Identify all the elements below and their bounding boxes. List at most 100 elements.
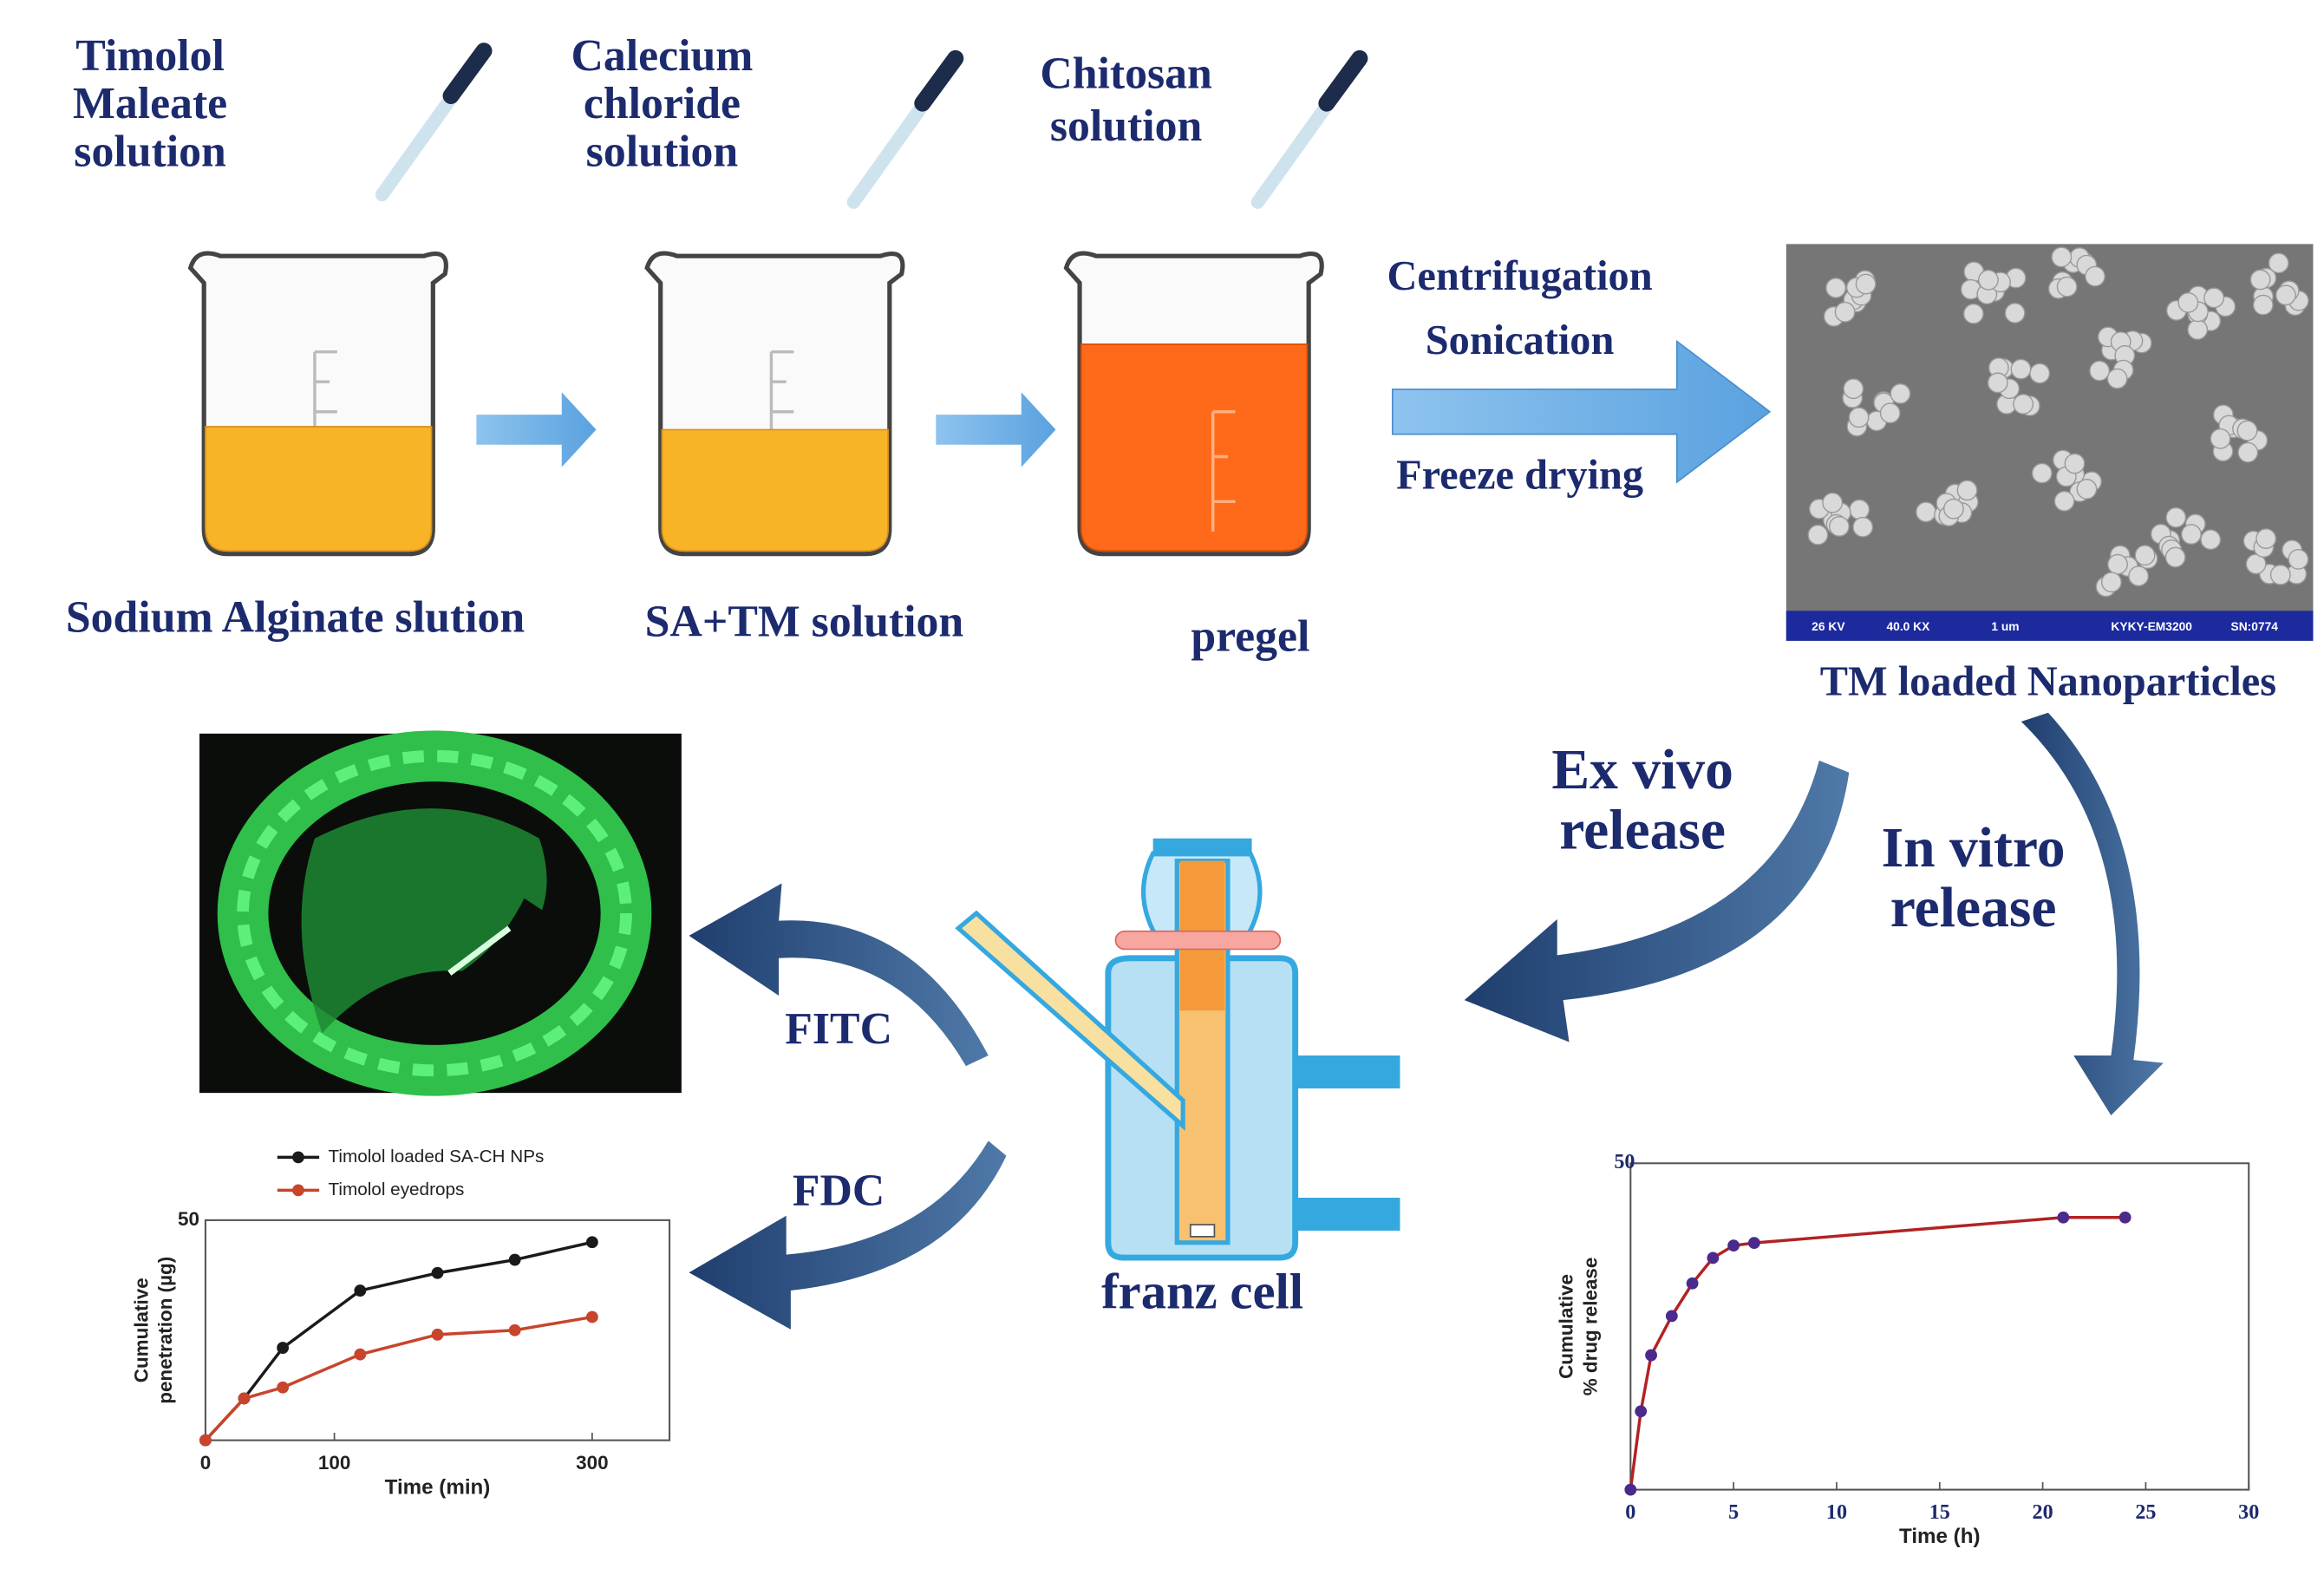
- reagent-label: chloride: [584, 79, 741, 128]
- particle: [2269, 564, 2291, 585]
- method-label: FITC: [785, 1004, 892, 1054]
- reagent-label: Timolol: [75, 31, 225, 81]
- beaker: [647, 253, 903, 554]
- x-tick-label: 10: [1826, 1500, 1847, 1524]
- reagent-label: solution: [1050, 101, 1203, 151]
- particle: [1956, 480, 1978, 501]
- particle: [2236, 420, 2258, 441]
- data-point: [354, 1284, 367, 1297]
- particle: [1962, 303, 1984, 324]
- data-point: [238, 1392, 251, 1405]
- particle: [2004, 303, 2026, 323]
- series-line: [1629, 1216, 2125, 1490]
- series-line: [204, 1315, 593, 1441]
- particle: [2029, 363, 2051, 384]
- particle: [2177, 291, 2199, 313]
- data-point: [1624, 1483, 1637, 1496]
- release-label: Ex vivo: [1551, 739, 1733, 801]
- particle: [2051, 246, 2073, 268]
- particle: [1978, 269, 1999, 291]
- particle: [2210, 428, 2231, 449]
- particle: [2134, 545, 2156, 566]
- data-point: [2057, 1211, 2070, 1224]
- process-label: Sonication: [1426, 317, 1615, 363]
- process-label: Centrifugation: [1387, 253, 1653, 299]
- x-tick-label: 20: [2033, 1500, 2053, 1524]
- particle: [2085, 265, 2105, 287]
- particle: [2237, 441, 2259, 463]
- curved-arrow: [689, 883, 989, 1067]
- y-tick-label: 50: [178, 1208, 199, 1230]
- particle: [2056, 276, 2078, 297]
- release-label: In vitro: [1882, 817, 2066, 879]
- fluorescence-image: [199, 730, 682, 1096]
- method-label: FDC: [793, 1166, 885, 1215]
- series-line: [204, 1240, 593, 1441]
- particle: [1848, 407, 1870, 428]
- data-point: [431, 1266, 444, 1279]
- particle: [2010, 358, 2032, 380]
- data-point: [508, 1253, 521, 1266]
- dropper: [853, 58, 955, 202]
- particle: [2164, 546, 2186, 568]
- beaker: [1067, 253, 1322, 554]
- particle: [1987, 372, 2008, 394]
- particle: [1943, 498, 1964, 520]
- data-point: [1747, 1237, 1760, 1250]
- sem-label: 1 um: [1991, 620, 2019, 633]
- particle: [2106, 368, 2128, 389]
- sem-image: [1785, 244, 2314, 641]
- beaker-label: Sodium Alginate slution: [66, 592, 525, 642]
- particle: [2255, 528, 2277, 549]
- particle: [2288, 548, 2309, 570]
- plot-frame: [204, 1219, 671, 1441]
- curved-arrow: [2020, 712, 2164, 1116]
- data-point: [1645, 1349, 1657, 1362]
- y-axis-label: % drug release: [1579, 1258, 1601, 1396]
- x-tick-label: 0: [200, 1452, 211, 1474]
- x-tick-label: 100: [318, 1452, 350, 1474]
- particle: [2200, 529, 2222, 551]
- particle: [1843, 378, 1864, 400]
- particle: [2245, 553, 2267, 575]
- particle: [1822, 492, 1844, 513]
- data-point: [199, 1434, 212, 1447]
- sem-label: SN:0774: [2231, 620, 2279, 633]
- reagent-label: solution: [74, 127, 226, 176]
- particle: [2249, 269, 2271, 291]
- release-label: release: [1559, 799, 1726, 861]
- particle: [1825, 278, 1846, 298]
- x-tick-label: 25: [2135, 1500, 2156, 1524]
- particle: [2180, 524, 2202, 545]
- x-tick-label: 30: [2238, 1500, 2259, 1524]
- particle: [2076, 478, 2098, 500]
- x-tick-label: 5: [1728, 1500, 1739, 1524]
- reagent-label: Calecium: [571, 31, 753, 81]
- data-point: [2118, 1211, 2131, 1224]
- particle: [1916, 501, 1936, 523]
- particle: [2101, 572, 2122, 593]
- particle: [2128, 565, 2150, 587]
- dropper: [1257, 58, 1359, 202]
- data-point: [354, 1348, 367, 1361]
- particle: [1879, 402, 1901, 424]
- particle: [1890, 382, 1911, 404]
- franz-cell: [955, 838, 1400, 1261]
- x-tick-label: 15: [1929, 1500, 1950, 1524]
- arrow: [1391, 339, 1772, 484]
- data-point: [1635, 1405, 1648, 1418]
- sem-label: 40.0 KX: [1886, 620, 1930, 633]
- dropper: [382, 51, 484, 195]
- curved-arrow: [689, 1140, 1007, 1330]
- particle: [2089, 360, 2111, 382]
- x-axis-label: Time (h): [1899, 1525, 1981, 1548]
- data-point: [431, 1328, 444, 1341]
- legend-marker: [292, 1151, 304, 1164]
- particle: [1852, 516, 1874, 538]
- plot-frame: [1629, 1162, 2250, 1491]
- data-point: [508, 1323, 521, 1336]
- curved-arrow: [1464, 760, 1850, 1042]
- particle: [2031, 462, 2053, 484]
